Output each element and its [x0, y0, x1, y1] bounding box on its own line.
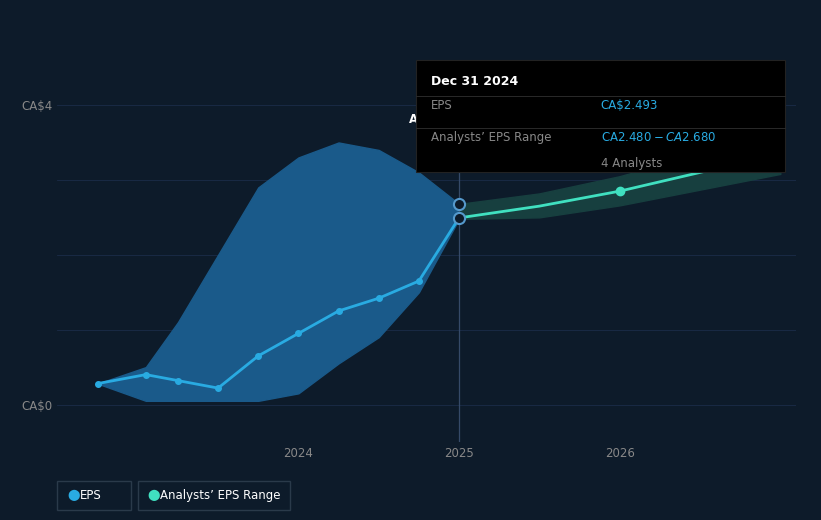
Text: EPS: EPS	[431, 99, 452, 112]
Text: Analysts’ EPS Range: Analysts’ EPS Range	[431, 131, 551, 144]
FancyBboxPatch shape	[416, 60, 786, 173]
Text: CA$2.493: CA$2.493	[601, 99, 658, 112]
Text: Dec 31 2024: Dec 31 2024	[431, 75, 518, 88]
Text: CA$2.480 - CA$2.680: CA$2.480 - CA$2.680	[601, 131, 716, 144]
Text: ⬤: ⬤	[67, 490, 80, 501]
Text: ⬤: ⬤	[148, 490, 160, 501]
Text: EPS: EPS	[80, 489, 101, 502]
Text: Analysts Forecasts: Analysts Forecasts	[472, 112, 582, 125]
Text: 4 Analysts: 4 Analysts	[601, 158, 662, 171]
Text: Analysts’ EPS Range: Analysts’ EPS Range	[160, 489, 281, 502]
Text: Actual: Actual	[409, 112, 451, 125]
